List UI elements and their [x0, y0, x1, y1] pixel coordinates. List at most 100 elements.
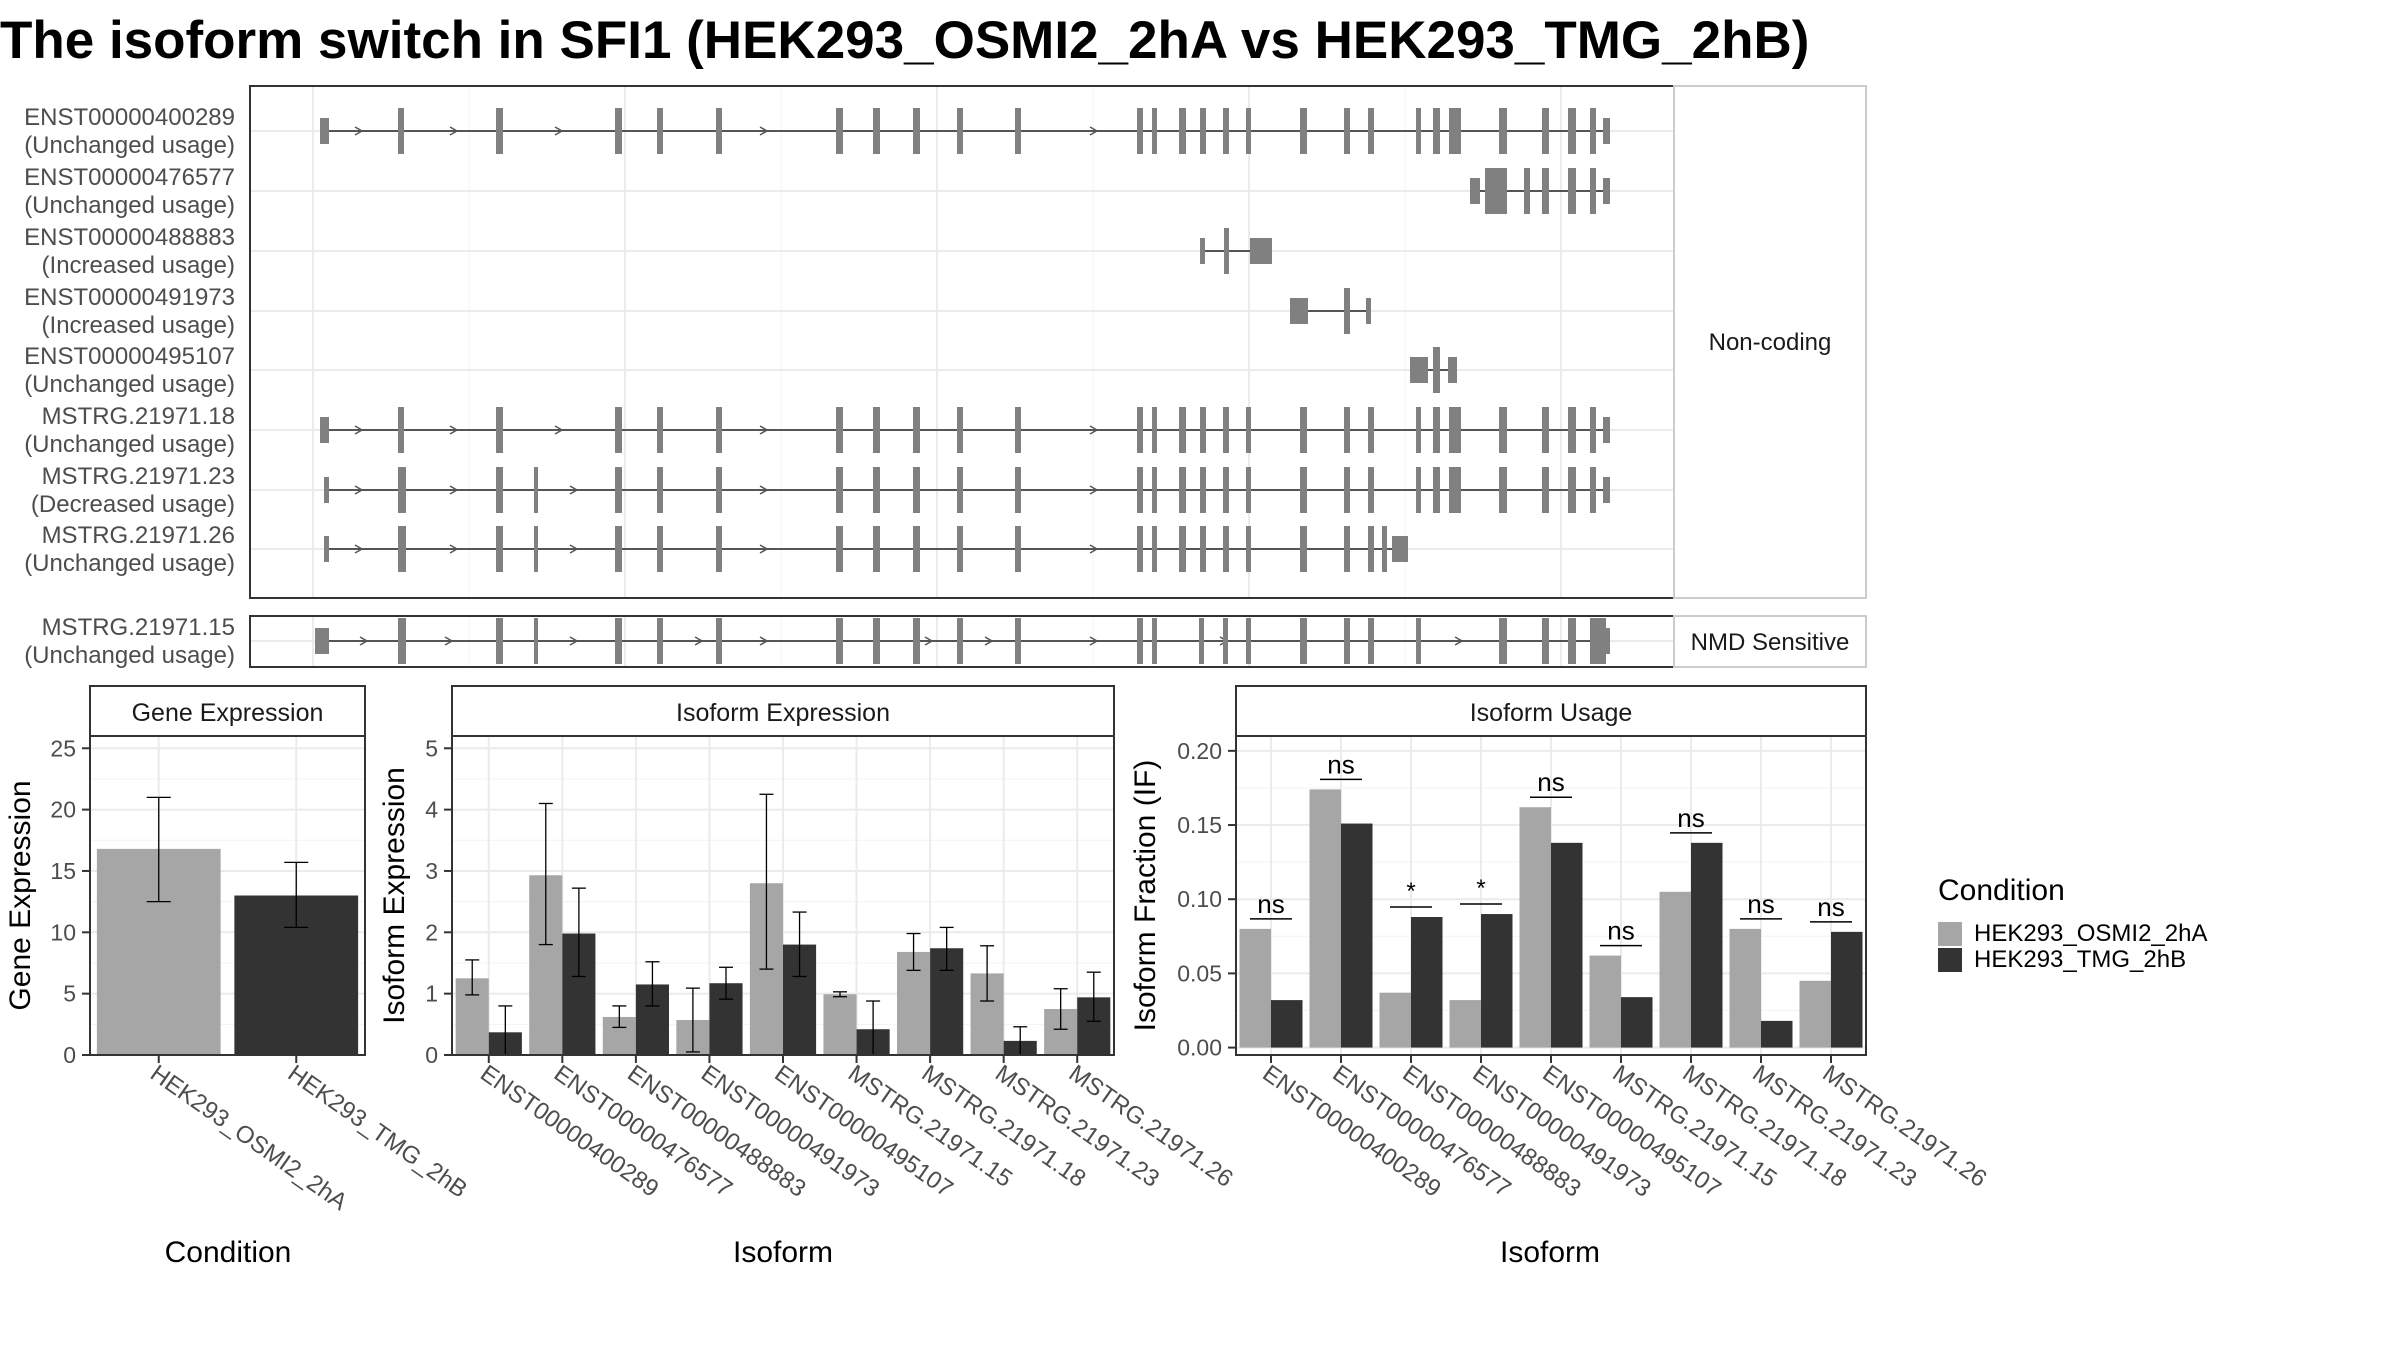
exon-block [873, 526, 880, 572]
strand-arrow [984, 636, 994, 646]
bar [1761, 1020, 1793, 1048]
exon-block [1416, 108, 1421, 154]
strand-arrow [359, 636, 369, 646]
chart-title: Gene Expression [132, 699, 324, 727]
exon-block [1200, 467, 1206, 513]
exon-block [1603, 118, 1610, 144]
exon-block [1152, 467, 1157, 513]
exon-block [1344, 618, 1350, 664]
exon-block [315, 628, 329, 654]
exon-block [1449, 407, 1461, 453]
exon-block [873, 407, 880, 453]
strand-arrow [1089, 636, 1099, 646]
exon-block [1433, 347, 1440, 393]
y-tick-label: 0 [425, 1042, 438, 1068]
exon-block [615, 618, 622, 664]
exon-block [1223, 467, 1229, 513]
exon-block [320, 118, 329, 144]
exon-block [1224, 228, 1229, 274]
exon-block [1250, 238, 1272, 264]
exon-block [1300, 407, 1307, 453]
exon-block [657, 618, 663, 664]
bar [1271, 1000, 1303, 1048]
y-axis-title: Isoform Expression [378, 767, 411, 1024]
exon-block [1433, 467, 1440, 513]
exon-block [1179, 467, 1186, 513]
strand-arrow [1089, 544, 1099, 554]
x-axis-title: Condition [165, 1236, 292, 1269]
y-tick-label: 4 [425, 797, 438, 823]
exon-block [1590, 168, 1596, 214]
bar [1551, 842, 1583, 1048]
exon-block [1366, 298, 1371, 324]
chart-title: Isoform Usage [1470, 699, 1633, 727]
exon-block [1223, 407, 1229, 453]
exon-block [836, 108, 843, 154]
exon-block [913, 526, 920, 572]
exon-block [913, 407, 920, 453]
exon-block [657, 108, 663, 154]
exon-block [1223, 108, 1229, 154]
bar [1411, 917, 1443, 1048]
exon-block [1015, 526, 1021, 572]
isoform-label: MSTRG.21971.18 [42, 403, 235, 430]
exon-block [1246, 526, 1251, 572]
y-tick-label: 2 [425, 919, 438, 945]
exon-block [398, 618, 406, 664]
exon-block [1449, 467, 1461, 513]
exon-block [1137, 618, 1143, 664]
strand-arrow [569, 485, 579, 495]
exon-block [1223, 526, 1229, 572]
strand-arrow [354, 544, 364, 554]
y-tick-label: 0.10 [1177, 886, 1222, 912]
exon-block [1300, 467, 1307, 513]
exon-block [1470, 178, 1480, 204]
exon-block [1416, 407, 1421, 453]
chart-strip [451, 685, 1115, 737]
exon-block [1542, 168, 1549, 214]
exon-block [1200, 407, 1206, 453]
strand-arrow [449, 126, 459, 136]
legend-swatch [1938, 948, 1962, 972]
y-tick-label: 0.20 [1177, 738, 1222, 764]
significance-label: ns [1537, 767, 1564, 797]
exon-block [1179, 108, 1186, 154]
usage-label: (Unchanged usage) [24, 550, 235, 577]
exon-block [1368, 526, 1374, 572]
strand-arrow [569, 544, 579, 554]
exon-block [1344, 288, 1350, 334]
x-axis-title: Isoform [733, 1236, 833, 1269]
y-axis-title: Gene Expression [4, 780, 37, 1010]
exon-block [1300, 618, 1307, 664]
y-tick-label: 5 [425, 735, 438, 761]
exon-block [1433, 407, 1440, 453]
exon-block [1542, 108, 1549, 154]
exon-block [1015, 108, 1021, 154]
exon-block [1542, 618, 1549, 664]
exon-block [1590, 108, 1596, 154]
exon-block [1416, 467, 1421, 513]
exon-block [873, 618, 880, 664]
significance-label: ns [1257, 889, 1284, 919]
exon-block [1200, 238, 1205, 264]
isoform-label: ENST00000488883 [24, 224, 235, 251]
legend-swatch [1938, 922, 1962, 946]
exon-block [1246, 467, 1251, 513]
exon-block [716, 467, 722, 513]
strand-arrow [759, 636, 769, 646]
bar [1379, 992, 1411, 1048]
structure-panel-noncoding [250, 86, 1674, 598]
x-axis-title: Isoform [1500, 1236, 1600, 1269]
significance-label: ns [1817, 892, 1844, 922]
exon-block [615, 108, 622, 154]
isoform-label: MSTRG.21971.15 [42, 614, 235, 641]
exon-block [657, 526, 663, 572]
exon-block [1368, 108, 1374, 154]
exon-block [1410, 357, 1428, 383]
y-tick-label: 10 [50, 919, 76, 945]
exon-block [836, 526, 843, 572]
usage-label: (Decreased usage) [31, 491, 235, 518]
exon-block [1542, 407, 1549, 453]
exon-block [1590, 467, 1596, 513]
